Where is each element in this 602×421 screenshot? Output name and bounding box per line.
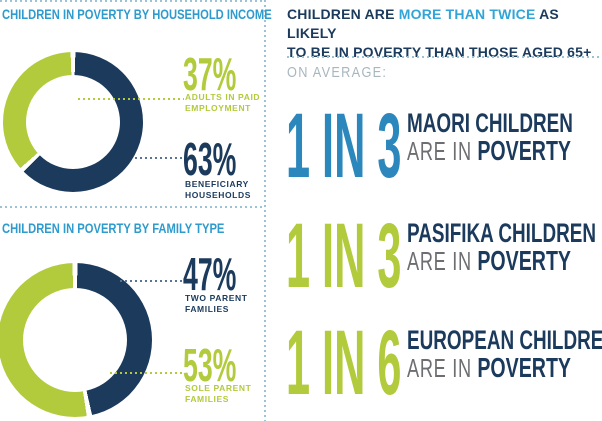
section-title-household-income: CHILDREN IN POVERTY BY HOUSEHOLD INCOME	[2, 6, 272, 22]
poverty-text: POVERTY	[477, 352, 571, 383]
headline-pre: CHILDREN ARE	[287, 6, 399, 22]
mid-dotted-rule	[0, 206, 265, 208]
stat-value-53: 53%	[183, 339, 237, 391]
ratio-pasifika: 1 IN 3	[286, 205, 402, 307]
group-pasifika-children: PASIFIKA CHILDREN	[407, 218, 596, 248]
poverty-text: POVERTY	[477, 245, 571, 276]
leader-line-63	[135, 157, 184, 159]
stat-caption-63: BENEFICIARY HOUSEHOLDS	[185, 179, 251, 200]
donut-hole	[23, 288, 127, 392]
stat-value-47: 47%	[183, 248, 237, 300]
headline: CHILDREN ARE MORE THAN TWICE AS LIKELY T…	[287, 5, 602, 62]
group-european-children: EUROPEAN CHILDREN	[407, 325, 602, 355]
headline-dotted-rule	[287, 56, 602, 58]
stat-value-37: 37%	[183, 48, 237, 100]
ratio-maori: 1 IN 3	[286, 95, 402, 197]
poverty-text: POVERTY	[477, 135, 571, 166]
stat-caption-53: SOLE PARENT FAMILIES	[185, 383, 252, 404]
top-dotted-rule	[0, 0, 265, 2]
intro-on-average: ON AVERAGE:	[287, 64, 388, 81]
leader-line-47	[120, 280, 184, 282]
vertical-dotted-divider	[264, 0, 266, 421]
donut-chart-family-type	[0, 263, 152, 417]
group-maori-children: MAORI CHILDREN	[407, 108, 573, 138]
are-in-text: ARE IN	[407, 246, 472, 276]
are-in-poverty-line-maori: ARE IN POVERTY	[407, 135, 602, 166]
are-in-text: ARE IN	[407, 353, 472, 383]
stat-caption-47: TWO PARENT FAMILIES	[185, 293, 248, 314]
stat-value-63: 63%	[183, 133, 237, 185]
are-in-text: ARE IN	[407, 136, 472, 166]
leader-line-37	[78, 98, 184, 100]
ratio-european: 1 IN 6	[286, 312, 402, 414]
section-title-family-type: CHILDREN IN POVERTY BY FAMILY TYPE	[2, 220, 225, 236]
stat-caption-37: ADULTS IN PAID EMPLOYMENT	[185, 92, 261, 113]
are-in-poverty-line-european: ARE IN POVERTY	[407, 352, 602, 383]
donut-chart-household-income	[3, 52, 143, 192]
leader-line-53	[110, 372, 184, 374]
headline-post: AS LIKELY	[287, 6, 559, 41]
donut-hole	[26, 75, 120, 169]
are-in-poverty-line-pasifika: ARE IN POVERTY	[407, 245, 602, 276]
headline-highlight: MORE THAN TWICE	[398, 6, 536, 22]
